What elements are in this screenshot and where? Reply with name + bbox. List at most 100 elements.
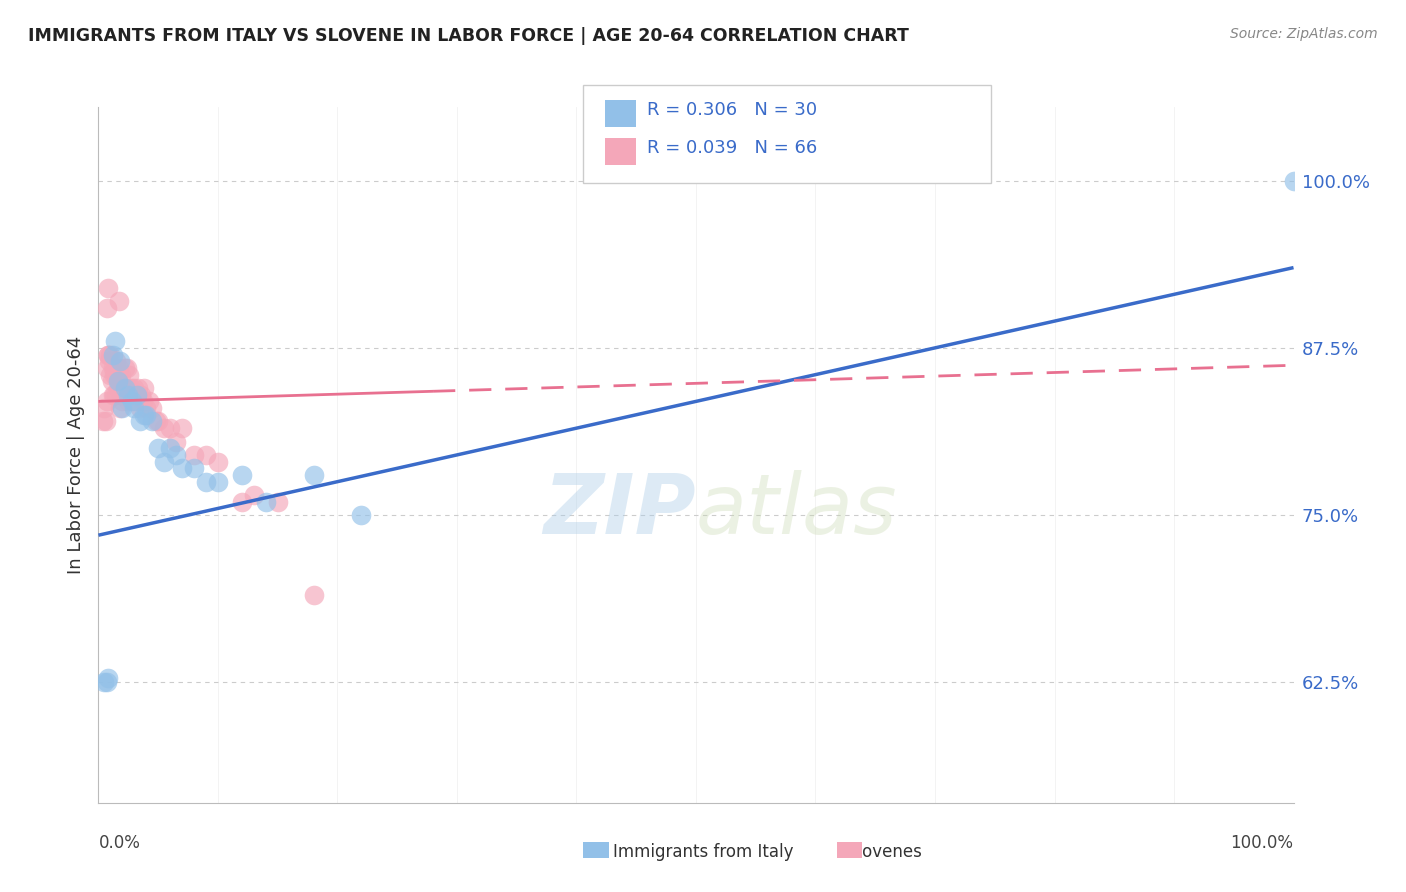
Point xyxy=(121,394,143,409)
Point xyxy=(100,374,122,388)
Point xyxy=(96,301,118,315)
Point xyxy=(254,494,277,508)
Point xyxy=(118,368,141,382)
Point xyxy=(1282,173,1305,187)
Point xyxy=(159,421,181,435)
Point xyxy=(105,368,128,382)
Point xyxy=(183,448,205,462)
Point xyxy=(132,408,155,422)
Point xyxy=(114,360,136,375)
Point xyxy=(117,381,139,395)
Text: R = 0.306   N = 30: R = 0.306 N = 30 xyxy=(647,101,817,119)
Point xyxy=(183,461,205,475)
Text: Source: ZipAtlas.com: Source: ZipAtlas.com xyxy=(1230,27,1378,41)
Point xyxy=(107,360,129,375)
Point xyxy=(125,387,148,401)
Point xyxy=(165,448,187,462)
Point xyxy=(117,387,139,401)
Point xyxy=(98,354,121,368)
Point xyxy=(110,368,132,382)
Point xyxy=(104,360,127,375)
Point xyxy=(96,675,118,690)
Point xyxy=(207,454,229,468)
Text: 100.0%: 100.0% xyxy=(1230,834,1294,852)
Point xyxy=(153,421,176,435)
Point xyxy=(194,475,217,489)
Point xyxy=(145,414,167,428)
Point xyxy=(148,441,170,455)
Point xyxy=(207,475,229,489)
Point xyxy=(107,381,129,395)
Point xyxy=(350,508,373,522)
Point xyxy=(93,675,115,690)
Point xyxy=(97,347,120,361)
Text: atlas: atlas xyxy=(696,470,897,551)
Point xyxy=(231,467,253,482)
Point xyxy=(105,387,128,401)
Point xyxy=(124,401,146,415)
Text: IMMIGRANTS FROM ITALY VS SLOVENE IN LABOR FORCE | AGE 20-64 CORRELATION CHART: IMMIGRANTS FROM ITALY VS SLOVENE IN LABO… xyxy=(28,27,910,45)
Point xyxy=(103,387,125,401)
Point xyxy=(94,414,117,428)
Point xyxy=(107,293,129,308)
Text: Slovenes: Slovenes xyxy=(848,843,924,861)
Point xyxy=(165,434,187,449)
Point xyxy=(111,394,134,409)
Point xyxy=(194,448,217,462)
Point xyxy=(107,374,129,388)
Point xyxy=(172,461,194,475)
Point xyxy=(96,394,118,409)
Point xyxy=(148,414,170,428)
Point xyxy=(98,368,122,382)
Text: Immigrants from Italy: Immigrants from Italy xyxy=(613,843,793,861)
Point xyxy=(125,387,148,401)
Text: 0.0%: 0.0% xyxy=(98,834,141,852)
Point xyxy=(97,347,120,361)
Point xyxy=(127,381,149,395)
Point xyxy=(129,414,152,428)
Point xyxy=(114,381,136,395)
Point xyxy=(302,467,325,482)
Y-axis label: In Labor Force | Age 20-64: In Labor Force | Age 20-64 xyxy=(66,335,84,574)
Point xyxy=(124,394,146,409)
Point xyxy=(107,381,129,395)
Point xyxy=(124,381,146,395)
Point xyxy=(267,494,290,508)
Point xyxy=(111,401,134,415)
Point xyxy=(112,387,135,401)
Point xyxy=(97,280,120,294)
Point xyxy=(141,401,163,415)
Point xyxy=(121,387,143,401)
Point xyxy=(114,381,136,395)
Point xyxy=(159,441,181,455)
Point xyxy=(93,401,115,415)
Point xyxy=(302,588,325,602)
Point xyxy=(107,368,129,382)
Point xyxy=(101,387,124,401)
Point xyxy=(108,401,131,415)
Point xyxy=(172,421,194,435)
Point xyxy=(129,401,152,415)
Text: R = 0.039   N = 66: R = 0.039 N = 66 xyxy=(647,139,817,157)
Point xyxy=(110,387,132,401)
Point xyxy=(104,334,127,348)
Point xyxy=(98,347,122,361)
Point xyxy=(105,354,128,368)
Point xyxy=(97,671,120,685)
Point xyxy=(91,414,114,428)
Point xyxy=(131,387,153,401)
Point xyxy=(108,354,131,368)
Point xyxy=(108,381,131,395)
Point xyxy=(115,360,138,375)
Point xyxy=(101,360,124,375)
Point xyxy=(153,454,176,468)
Point xyxy=(135,401,157,415)
Point xyxy=(120,381,142,395)
Point xyxy=(101,347,124,361)
Point xyxy=(135,408,157,422)
Point xyxy=(111,381,134,395)
Point xyxy=(103,368,125,382)
Point xyxy=(243,488,266,502)
Point xyxy=(115,381,138,395)
Point xyxy=(96,360,118,375)
